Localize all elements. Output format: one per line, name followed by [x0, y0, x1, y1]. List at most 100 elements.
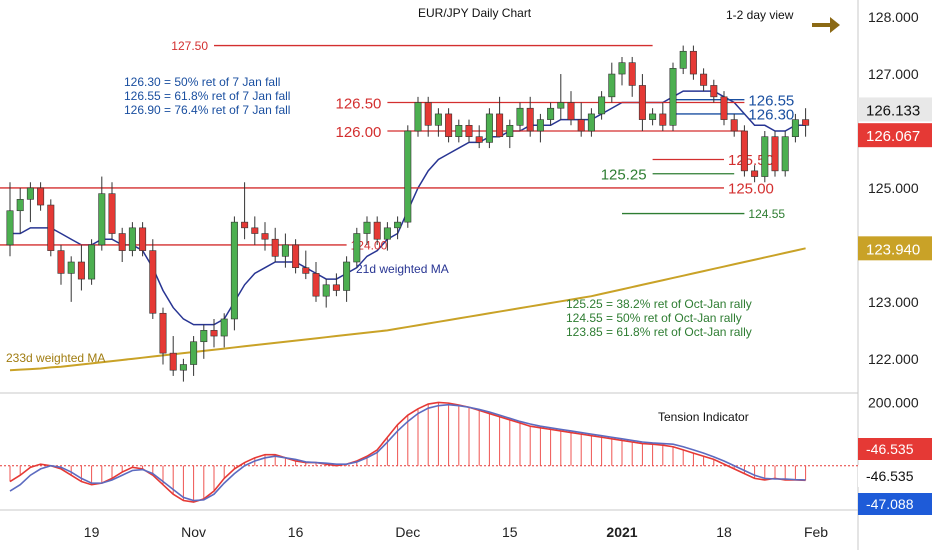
- view-note: 1-2 day view: [726, 8, 794, 22]
- candle-body: [128, 227, 136, 251]
- candle-body: [200, 330, 208, 343]
- osc-value-tag: -46.535: [866, 441, 914, 457]
- candle-body: [547, 107, 555, 120]
- candle-body: [292, 244, 300, 268]
- fib-note-top: 126.30 = 50% ret of 7 Jan fall: [124, 75, 280, 89]
- candle-body: [383, 227, 391, 240]
- osc-value-tag: -46.535: [866, 468, 914, 484]
- osc-slow-line: [9, 403, 806, 502]
- candle-body: [220, 318, 228, 337]
- candle-body: [496, 113, 504, 137]
- candle-body: [720, 96, 728, 120]
- candle-body: [179, 364, 187, 371]
- wma233-label: 233d weighted MA: [6, 351, 105, 365]
- candle-body: [343, 261, 351, 291]
- osc-title: Tension Indicator: [658, 410, 749, 424]
- candle-body: [577, 119, 585, 132]
- candle-body: [210, 330, 218, 337]
- candle-body: [536, 119, 544, 132]
- candle-body: [16, 199, 24, 212]
- candle-body: [424, 102, 432, 126]
- level-label-124.55: 124.55: [748, 207, 785, 221]
- candle-body: [261, 233, 269, 240]
- candle-body: [67, 261, 75, 274]
- candle-body: [516, 107, 524, 126]
- candle-body: [638, 85, 646, 120]
- candle-body: [791, 119, 799, 137]
- candle-body: [761, 136, 769, 177]
- candle-body: [26, 187, 34, 200]
- candle-body: [700, 73, 708, 86]
- osc-tick-label: 200.000: [868, 394, 919, 410]
- fib-note-bottom: 123.85 = 61.8% ret of Oct-Jan rally: [566, 325, 752, 339]
- candle-body: [771, 136, 779, 172]
- candle-body: [118, 233, 126, 251]
- candle-body: [302, 267, 310, 274]
- candle-body: [781, 136, 789, 172]
- time-tick-label: 16: [288, 524, 304, 540]
- candle-body: [526, 107, 534, 132]
- level-label-125.00: 125.00: [728, 181, 774, 198]
- candle-body: [740, 130, 748, 172]
- candle-body: [139, 227, 147, 251]
- level-label-126.30: 126.30: [748, 107, 794, 124]
- fib-note-top: 126.55 = 61.8% ret of 7 Jan fall: [124, 89, 290, 103]
- candle-body: [618, 62, 626, 75]
- candle-body: [679, 50, 687, 69]
- candle-body: [251, 227, 259, 234]
- time-tick-label: 18: [716, 524, 732, 540]
- candle-body: [751, 170, 759, 177]
- wma21-label: 21d weighted MA: [356, 262, 449, 276]
- time-tick-label: Feb: [804, 524, 828, 540]
- candle-body: [230, 221, 238, 320]
- level-label-126.50: 126.50: [336, 95, 382, 112]
- candle-body: [465, 125, 473, 137]
- level-label-126.00: 126.00: [336, 124, 382, 141]
- osc-value-tag-bg: [858, 465, 932, 487]
- candle-body: [149, 250, 157, 314]
- candle-body: [689, 50, 697, 75]
- candle-body: [557, 102, 565, 109]
- time-tick-label: 2021: [606, 524, 637, 540]
- candle-body: [77, 261, 85, 280]
- candle-body: [475, 136, 483, 143]
- level-label-127.50: 127.50: [171, 39, 208, 53]
- candle-body: [281, 244, 289, 257]
- candle-body: [730, 119, 738, 132]
- price-tick-label: 123.000: [868, 294, 919, 310]
- candle-body: [98, 193, 106, 246]
- time-tick-label: 15: [502, 524, 518, 540]
- price-tag-label: 126.133: [866, 102, 920, 119]
- candle-body: [57, 250, 65, 274]
- candle-body: [190, 341, 198, 365]
- candle-body: [332, 284, 340, 291]
- price-tag-label: 123.940: [866, 241, 920, 258]
- price-tag-label: 126.067: [866, 128, 920, 145]
- candle-body: [312, 273, 320, 297]
- candle-body: [353, 233, 361, 263]
- candle-body: [373, 221, 381, 240]
- candle-body: [608, 73, 616, 98]
- candle-body: [628, 62, 636, 86]
- candle-body: [404, 130, 412, 223]
- price-tick-label: 128.000: [868, 9, 919, 25]
- candle-body: [567, 102, 575, 120]
- candle-body: [47, 204, 55, 251]
- candle-body: [322, 284, 330, 297]
- candle-body: [485, 113, 493, 143]
- candle-body: [506, 125, 514, 137]
- right-arrow-icon: [812, 17, 840, 33]
- time-tick-label: Dec: [395, 524, 420, 540]
- candle-body: [88, 244, 96, 280]
- candle-body: [271, 238, 279, 257]
- candle-body: [649, 113, 657, 120]
- time-tick-label: Nov: [181, 524, 206, 540]
- candle-body: [414, 102, 422, 132]
- candle-body: [659, 113, 667, 126]
- fib-note-bottom: 124.55 = 50% ret of Oct-Jan rally: [566, 311, 742, 325]
- candle-body: [6, 210, 14, 246]
- time-tick-label: 19: [84, 524, 100, 540]
- candle-body: [37, 187, 45, 206]
- candle-body: [241, 221, 249, 229]
